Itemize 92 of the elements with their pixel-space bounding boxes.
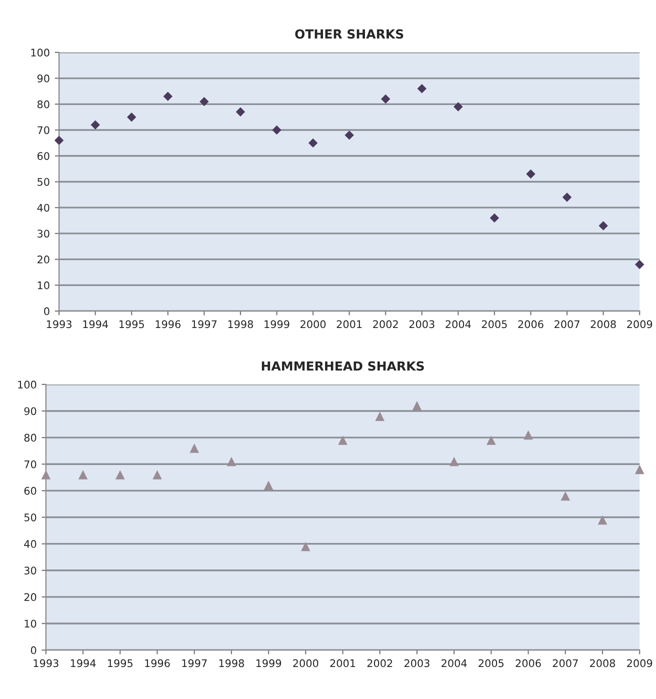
point — [308, 138, 318, 148]
point — [190, 444, 199, 453]
x-tick-label: 2004 — [442, 659, 467, 668]
y-tick-label: 60 — [24, 486, 36, 495]
x-tick-label: 1997 — [192, 320, 217, 328]
y-tick-label: 0 — [44, 307, 50, 316]
x-tick-label: 2003 — [409, 320, 434, 328]
x-tick-label: 2000 — [300, 320, 326, 328]
x-tick-label: 1993 — [34, 659, 58, 668]
point — [381, 94, 390, 104]
x-tick-label: 2000 — [293, 659, 318, 668]
x-tick-label: 2006 — [518, 320, 544, 328]
point — [454, 102, 463, 112]
point — [78, 470, 88, 480]
y-tick-label: 30 — [38, 230, 50, 238]
point — [598, 515, 608, 525]
point — [264, 480, 274, 490]
y-tick-label: 70 — [38, 126, 50, 134]
point — [524, 430, 533, 440]
x-tick-label: 2002 — [373, 320, 398, 328]
y-tick-label: 40 — [24, 540, 36, 548]
point — [41, 470, 51, 480]
point — [163, 92, 172, 101]
x-tick-label: 2004 — [446, 320, 471, 328]
point — [272, 125, 282, 135]
x-tick-label: 2007 — [552, 659, 578, 668]
y-tick-label: 60 — [37, 152, 50, 160]
point — [226, 456, 236, 466]
y-tick-label: 70 — [24, 460, 36, 468]
y-tick-label: 20 — [24, 593, 36, 602]
y-tick-label: 100 — [31, 48, 50, 57]
x-tick-label: 2001 — [336, 320, 362, 328]
point — [344, 130, 354, 140]
x-tick-label: 1994 — [83, 320, 108, 328]
point — [54, 136, 64, 145]
x-tick-label: 2006 — [516, 659, 541, 668]
x-tick-label: 2005 — [482, 320, 507, 328]
x-tick-label: 2008 — [590, 659, 616, 668]
y-tick-label: 30 — [24, 566, 36, 574]
y-tick-label: 80 — [24, 434, 36, 442]
point — [412, 401, 422, 410]
point — [300, 542, 310, 552]
y-tick-label: 100 — [18, 380, 36, 389]
y-tick-label: 20 — [38, 256, 50, 264]
point — [560, 491, 570, 501]
x-tick-label: 2009 — [627, 320, 652, 328]
x-tick-label: 2002 — [367, 659, 392, 668]
x-tick-label: 1999 — [264, 320, 290, 328]
point — [375, 412, 385, 421]
x-tick-label: 1993 — [46, 320, 72, 328]
x-tick-label: 1997 — [182, 659, 207, 668]
x-tick-label: 2007 — [554, 320, 580, 328]
point — [152, 470, 162, 480]
x-tick-label: 2005 — [478, 659, 504, 668]
point — [634, 464, 644, 474]
y-tick-label: 50 — [38, 178, 50, 186]
x-tick-label: 1996 — [145, 659, 170, 668]
x-tick-label: 1999 — [256, 659, 282, 668]
x-tick-label: 2003 — [404, 659, 430, 668]
x-tick-label: 1995 — [120, 320, 144, 328]
point — [90, 120, 100, 130]
point — [236, 107, 246, 117]
x-tick-label: 2001 — [330, 659, 356, 668]
y-tick-label: 90 — [24, 407, 36, 416]
point — [115, 470, 125, 480]
point — [634, 260, 644, 270]
x-tick-label: 1995 — [108, 659, 132, 668]
y-tick-label: 90 — [37, 74, 50, 82]
y-tick-label: 10 — [24, 620, 36, 628]
point — [417, 84, 426, 94]
y-tick-label: 0 — [30, 646, 36, 654]
y-tick-label: 80 — [37, 100, 50, 108]
point — [490, 213, 500, 223]
point — [562, 192, 572, 202]
x-tick-label: 1998 — [228, 320, 254, 328]
point — [449, 456, 459, 466]
point — [526, 169, 536, 179]
point — [598, 221, 608, 230]
x-tick-label: 1994 — [70, 659, 96, 668]
point — [127, 112, 136, 122]
x-tick-label: 1998 — [219, 659, 244, 668]
point — [200, 96, 209, 106]
chart-title: OTHER SHARKS — [295, 29, 404, 39]
point — [338, 436, 348, 445]
y-tick-label: 10 — [38, 281, 50, 290]
y-tick-label: 40 — [37, 204, 50, 212]
y-tick-label: 50 — [24, 513, 36, 522]
chart-title: HAMMERHEAD SHARKS — [262, 361, 424, 371]
x-tick-label: 1996 — [156, 320, 180, 328]
x-tick-label: 2009 — [627, 659, 652, 668]
x-tick-label: 2008 — [590, 320, 616, 328]
point — [486, 436, 496, 445]
